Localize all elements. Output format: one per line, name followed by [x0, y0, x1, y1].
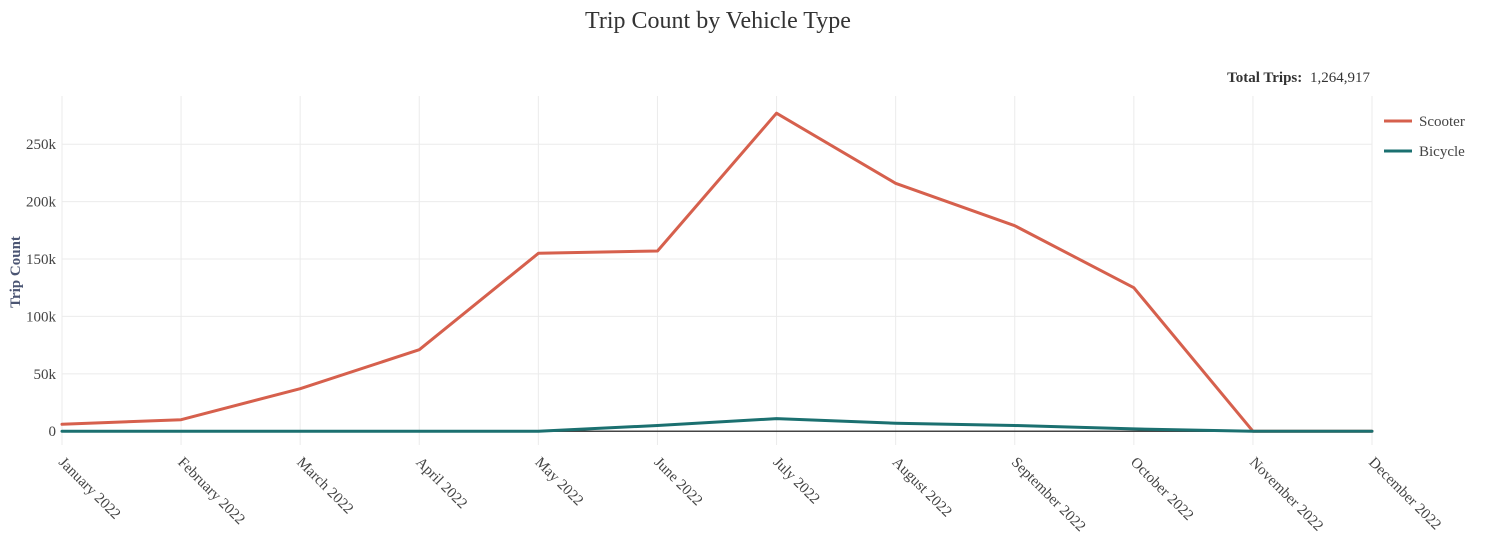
x-tick-label: May 2022 [532, 455, 587, 510]
total-trips-label: Total Trips: [1227, 70, 1302, 86]
y-tick-label: 200k [26, 195, 57, 211]
x-tick-label: June 2022 [651, 455, 706, 510]
x-tick-label: July 2022 [770, 455, 823, 508]
chart-title: Trip Count by Vehicle Type [585, 8, 851, 34]
x-tick-label: November 2022 [1246, 455, 1326, 535]
y-tick-label: 0 [49, 424, 57, 440]
bicycle-series-line [60, 417, 1374, 433]
x-tick-label: September 2022 [1008, 455, 1089, 536]
y-tick-label: 250k [26, 137, 57, 153]
grid [61, 96, 1373, 445]
scooter-legend-label: Scooter [1419, 114, 1465, 130]
y-tick-label: 50k [34, 367, 57, 383]
x-tick-label: October 2022 [1127, 455, 1196, 524]
y-tick-label: 150k [26, 252, 57, 268]
scooter-series-line [60, 111, 1374, 433]
total-trips-annotation: Total Trips: 1,264,917 [1227, 70, 1370, 86]
x-tick-label: April 2022 [412, 455, 470, 513]
x-tick-label: January 2022 [55, 455, 123, 523]
x-tick-label: August 2022 [889, 455, 955, 521]
x-tick-label: February 2022 [174, 455, 247, 528]
x-tick-label: March 2022 [293, 455, 356, 518]
bicycle-legend-label: Bicycle [1419, 144, 1465, 160]
y-axis-label: Trip Count [8, 236, 24, 308]
axes: January 2022 February 2022 March 2022 April… [26, 137, 1444, 535]
total-trips-value: 1,264,917 [1310, 70, 1371, 86]
legend: Scooter Bicycle [1384, 114, 1465, 160]
x-tick-label: December 2022 [1365, 455, 1444, 534]
series-lines [60, 111, 1374, 433]
y-tick-label: 100k [26, 309, 57, 325]
